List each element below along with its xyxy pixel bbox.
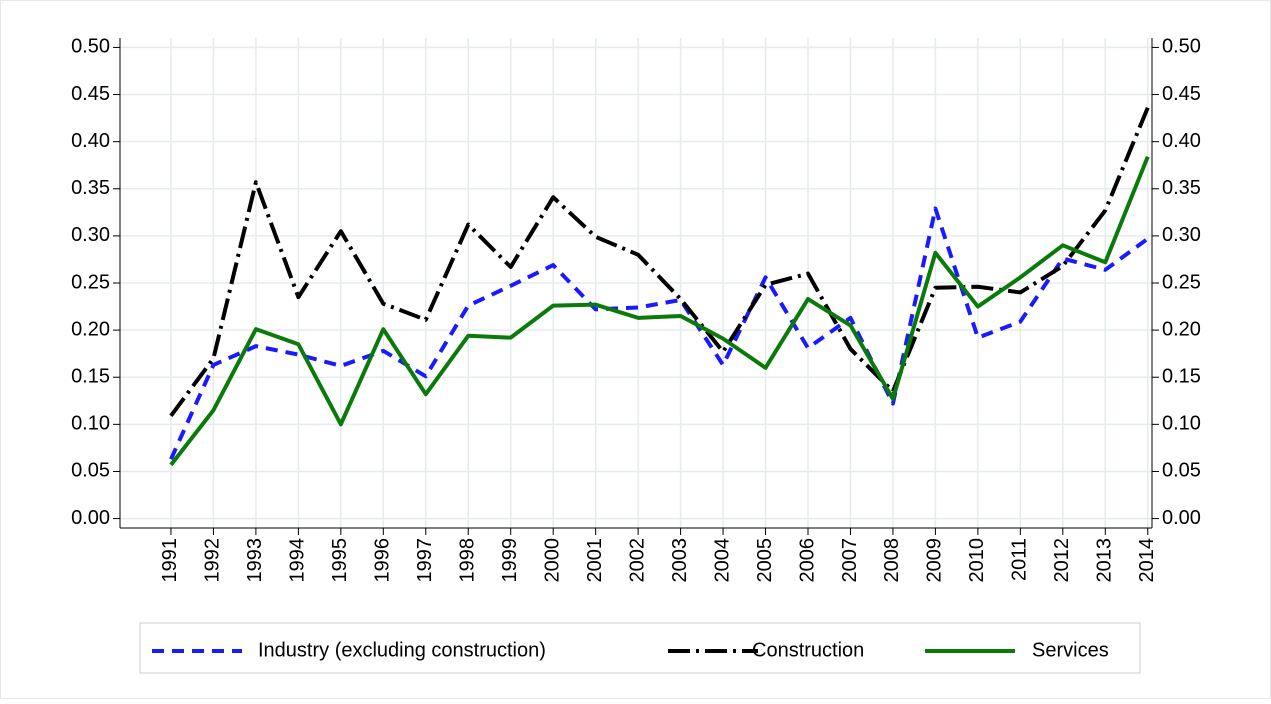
y-tick-label: 0.40 xyxy=(71,130,110,152)
x-tick-label: 1997 xyxy=(414,538,436,583)
x-tick-label: 2012 xyxy=(1051,538,1073,583)
y-tick-label: 0.20 xyxy=(71,318,110,340)
x-tick-label: 2003 xyxy=(669,538,691,583)
y-tick-label: 0.30 xyxy=(71,224,110,246)
x-tick-label: 2013 xyxy=(1094,538,1116,583)
y2-tick-label: 0.45 xyxy=(1162,83,1201,105)
x-tick-label: 2008 xyxy=(881,538,903,583)
y-tick-label: 0.35 xyxy=(71,177,110,199)
y2-tick-label: 0.10 xyxy=(1162,413,1201,435)
x-tick-label: 2014 xyxy=(1136,538,1158,583)
x-tick-label: 1992 xyxy=(202,538,224,583)
x-tick-label: 2001 xyxy=(584,538,606,583)
x-tick-label: 1999 xyxy=(499,538,521,583)
y2-tick-label: 0.50 xyxy=(1162,36,1201,58)
x-tick-label: 1994 xyxy=(287,538,309,583)
x-tick-label: 2007 xyxy=(839,538,861,583)
legend-label: Construction xyxy=(752,639,864,661)
y-tick-label: 0.50 xyxy=(71,36,110,58)
line-series xyxy=(169,206,1149,461)
y2-tick-label: 0.30 xyxy=(1162,224,1201,246)
x-tick-label: 1991 xyxy=(159,538,181,583)
legend-box xyxy=(139,622,1141,674)
x-tick-label: 2004 xyxy=(711,538,733,583)
y-tick-label: 0.45 xyxy=(71,83,110,105)
y2-tick-label: 0.25 xyxy=(1162,271,1201,293)
x-tick-label: 2005 xyxy=(754,538,776,583)
x-tick-label: 1998 xyxy=(457,538,479,583)
y2-tick-label: 0.00 xyxy=(1162,507,1201,529)
x-tick-label: 2000 xyxy=(541,538,563,583)
x-tick-label: 2002 xyxy=(626,538,648,583)
y-tick-label: 0.25 xyxy=(71,271,110,293)
x-tick-label: 2011 xyxy=(1009,538,1031,581)
x-tick-label: 2010 xyxy=(966,538,988,583)
x-tick-label: 1995 xyxy=(329,538,351,583)
x-tick-label: 1996 xyxy=(372,538,394,583)
x-tick-label: 2009 xyxy=(924,538,946,583)
y2-tick-label: 0.20 xyxy=(1162,318,1201,340)
legend-label: Industry (excluding construction) xyxy=(258,639,546,661)
y-tick-label: 0.15 xyxy=(71,366,110,388)
y2-tick-label: 0.40 xyxy=(1162,130,1201,152)
line-series xyxy=(169,155,1150,467)
x-tick-label: 1993 xyxy=(244,538,266,583)
legend-label: Services xyxy=(1032,639,1109,661)
y-tick-label: 0.05 xyxy=(71,460,110,482)
line-series xyxy=(169,106,1150,418)
y-tick-label: 0.10 xyxy=(71,413,110,435)
y2-tick-label: 0.05 xyxy=(1162,460,1201,482)
y-tick-label: 0.00 xyxy=(71,507,110,529)
y2-tick-label: 0.15 xyxy=(1162,366,1201,388)
y2-tick-label: 0.35 xyxy=(1162,177,1201,199)
x-tick-label: 2006 xyxy=(796,538,818,583)
